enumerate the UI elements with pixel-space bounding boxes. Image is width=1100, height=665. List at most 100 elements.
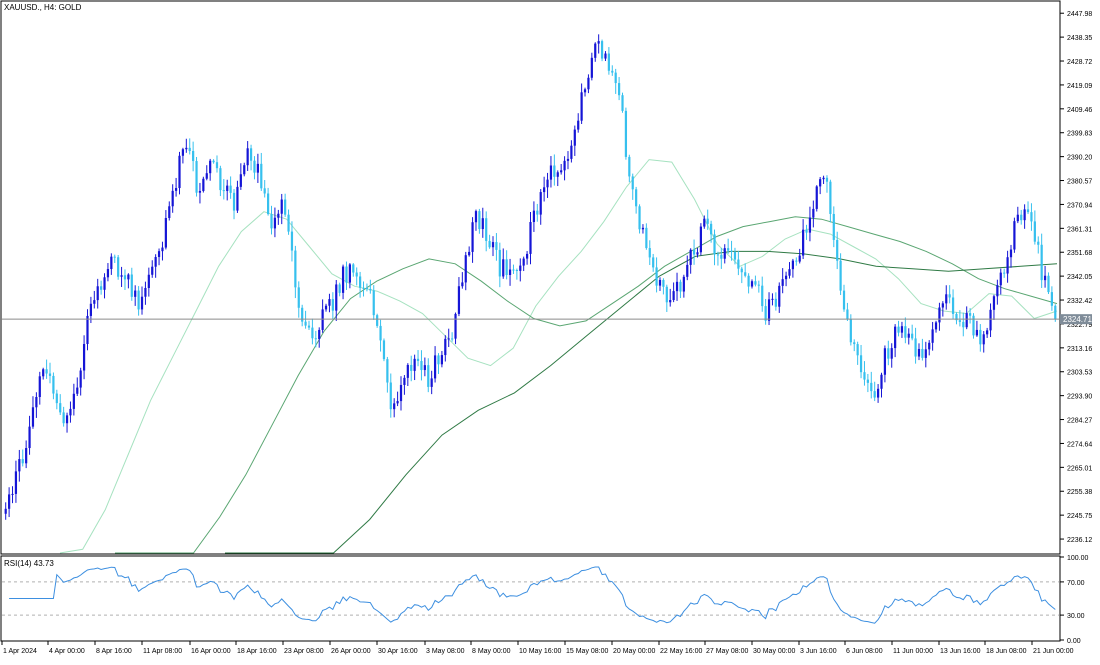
price-tick-label: 2303.53: [1067, 370, 1092, 377]
candle-body: [290, 231, 294, 251]
candle: [147, 267, 150, 297]
candle: [76, 377, 79, 397]
candle: [968, 308, 972, 324]
candle-body: [1054, 305, 1057, 320]
candle: [474, 209, 478, 231]
candle-body: [856, 344, 859, 356]
candle-body: [249, 148, 253, 161]
candle: [652, 253, 655, 272]
candle: [447, 328, 450, 348]
candle: [18, 449, 21, 482]
candle: [607, 47, 610, 75]
candle-body: [590, 57, 593, 78]
price-axis[interactable]: 2447.98 2438.35 2428.72 2419.09 2409.46 2399.…: [1059, 2, 1092, 553]
candle-body: [396, 401, 399, 404]
candle-body: [675, 281, 679, 292]
candle-body: [917, 348, 921, 357]
candle: [672, 282, 675, 303]
candle: [737, 250, 740, 276]
candle-body: [543, 187, 546, 193]
candle: [873, 381, 876, 402]
candle: [399, 376, 403, 411]
price-tick-label: 2351.68: [1067, 250, 1092, 257]
time-tick-label: 1 Apr 2024: [3, 648, 37, 655]
time-tick-label: 21 Jun 00:00: [1033, 648, 1074, 655]
candle: [594, 42, 597, 62]
candle: [655, 257, 658, 293]
candle-body: [355, 272, 358, 277]
rsi-axis[interactable]: 100.00 70.00 30.00 0.00: [1059, 555, 1089, 645]
candle-body: [764, 306, 767, 321]
candle-body: [62, 412, 65, 424]
candle-body: [866, 379, 869, 383]
candle: [229, 176, 232, 199]
candle-body: [689, 249, 692, 265]
candle: [376, 313, 379, 328]
candle-body: [31, 407, 35, 427]
candle: [635, 186, 638, 214]
candle: [62, 406, 65, 427]
rsi-panel[interactable]: RSI(14) 43.73: [0, 555, 1061, 642]
time-tick-label: 15 May 08:00: [566, 648, 609, 655]
candle-body: [11, 493, 14, 495]
candle: [815, 185, 818, 212]
candle-body: [379, 325, 382, 341]
candle-body: [318, 329, 321, 340]
candle-body: [488, 240, 491, 248]
candle: [488, 234, 491, 249]
candle-body: [382, 340, 386, 360]
candle-body: [1030, 212, 1033, 222]
candle-body: [716, 254, 720, 256]
candle-body: [761, 285, 764, 307]
candle-body: [328, 299, 331, 306]
time-axis[interactable]: 1 Apr 2024 4 Apr 00:00 8 Apr 16:00 11 Apr 0…: [1, 641, 1074, 655]
candle: [1043, 265, 1047, 288]
candle: [297, 281, 300, 318]
candle-body: [655, 267, 658, 286]
price-tick-label: 2322.79: [1067, 322, 1092, 329]
candle: [355, 267, 358, 286]
candle-body: [495, 242, 498, 250]
price-panel[interactable]: XAUUSD., H4: GOLD: [0, 0, 1061, 555]
candle-body: [147, 274, 150, 288]
candle-body: [474, 211, 478, 223]
candle: [311, 318, 314, 345]
candle: [451, 332, 454, 342]
candle-body: [369, 288, 372, 291]
candle-body: [580, 92, 583, 121]
price-tick-label: 2447.98: [1067, 11, 1092, 18]
candle-body: [645, 227, 648, 249]
candle-body: [876, 388, 880, 398]
candle-body: [965, 313, 968, 328]
candle: [706, 209, 709, 230]
candle-body: [931, 329, 934, 343]
candle-body: [1040, 244, 1043, 281]
candle: [563, 156, 566, 181]
time-tick-label: 18 Apr 16:00: [237, 648, 277, 655]
candle-body: [767, 299, 771, 321]
candle: [989, 303, 992, 338]
candle: [444, 335, 447, 362]
candle-body: [171, 190, 174, 207]
candle-body: [376, 315, 379, 326]
candle-body: [999, 272, 1002, 286]
candle: [519, 258, 522, 282]
candle-body: [430, 378, 433, 387]
candle: [624, 107, 628, 160]
candle: [825, 175, 829, 193]
candle: [669, 288, 672, 307]
candle-body: [304, 321, 307, 326]
candle: [628, 154, 631, 183]
candle-body: [389, 382, 392, 410]
candle: [1033, 210, 1036, 245]
candle-body: [14, 471, 18, 494]
candle-body: [539, 192, 542, 215]
candle: [491, 236, 495, 257]
candle: [675, 272, 679, 301]
candle-body: [471, 222, 474, 252]
candle: [890, 343, 893, 368]
candle: [999, 268, 1002, 295]
candle: [457, 277, 461, 317]
